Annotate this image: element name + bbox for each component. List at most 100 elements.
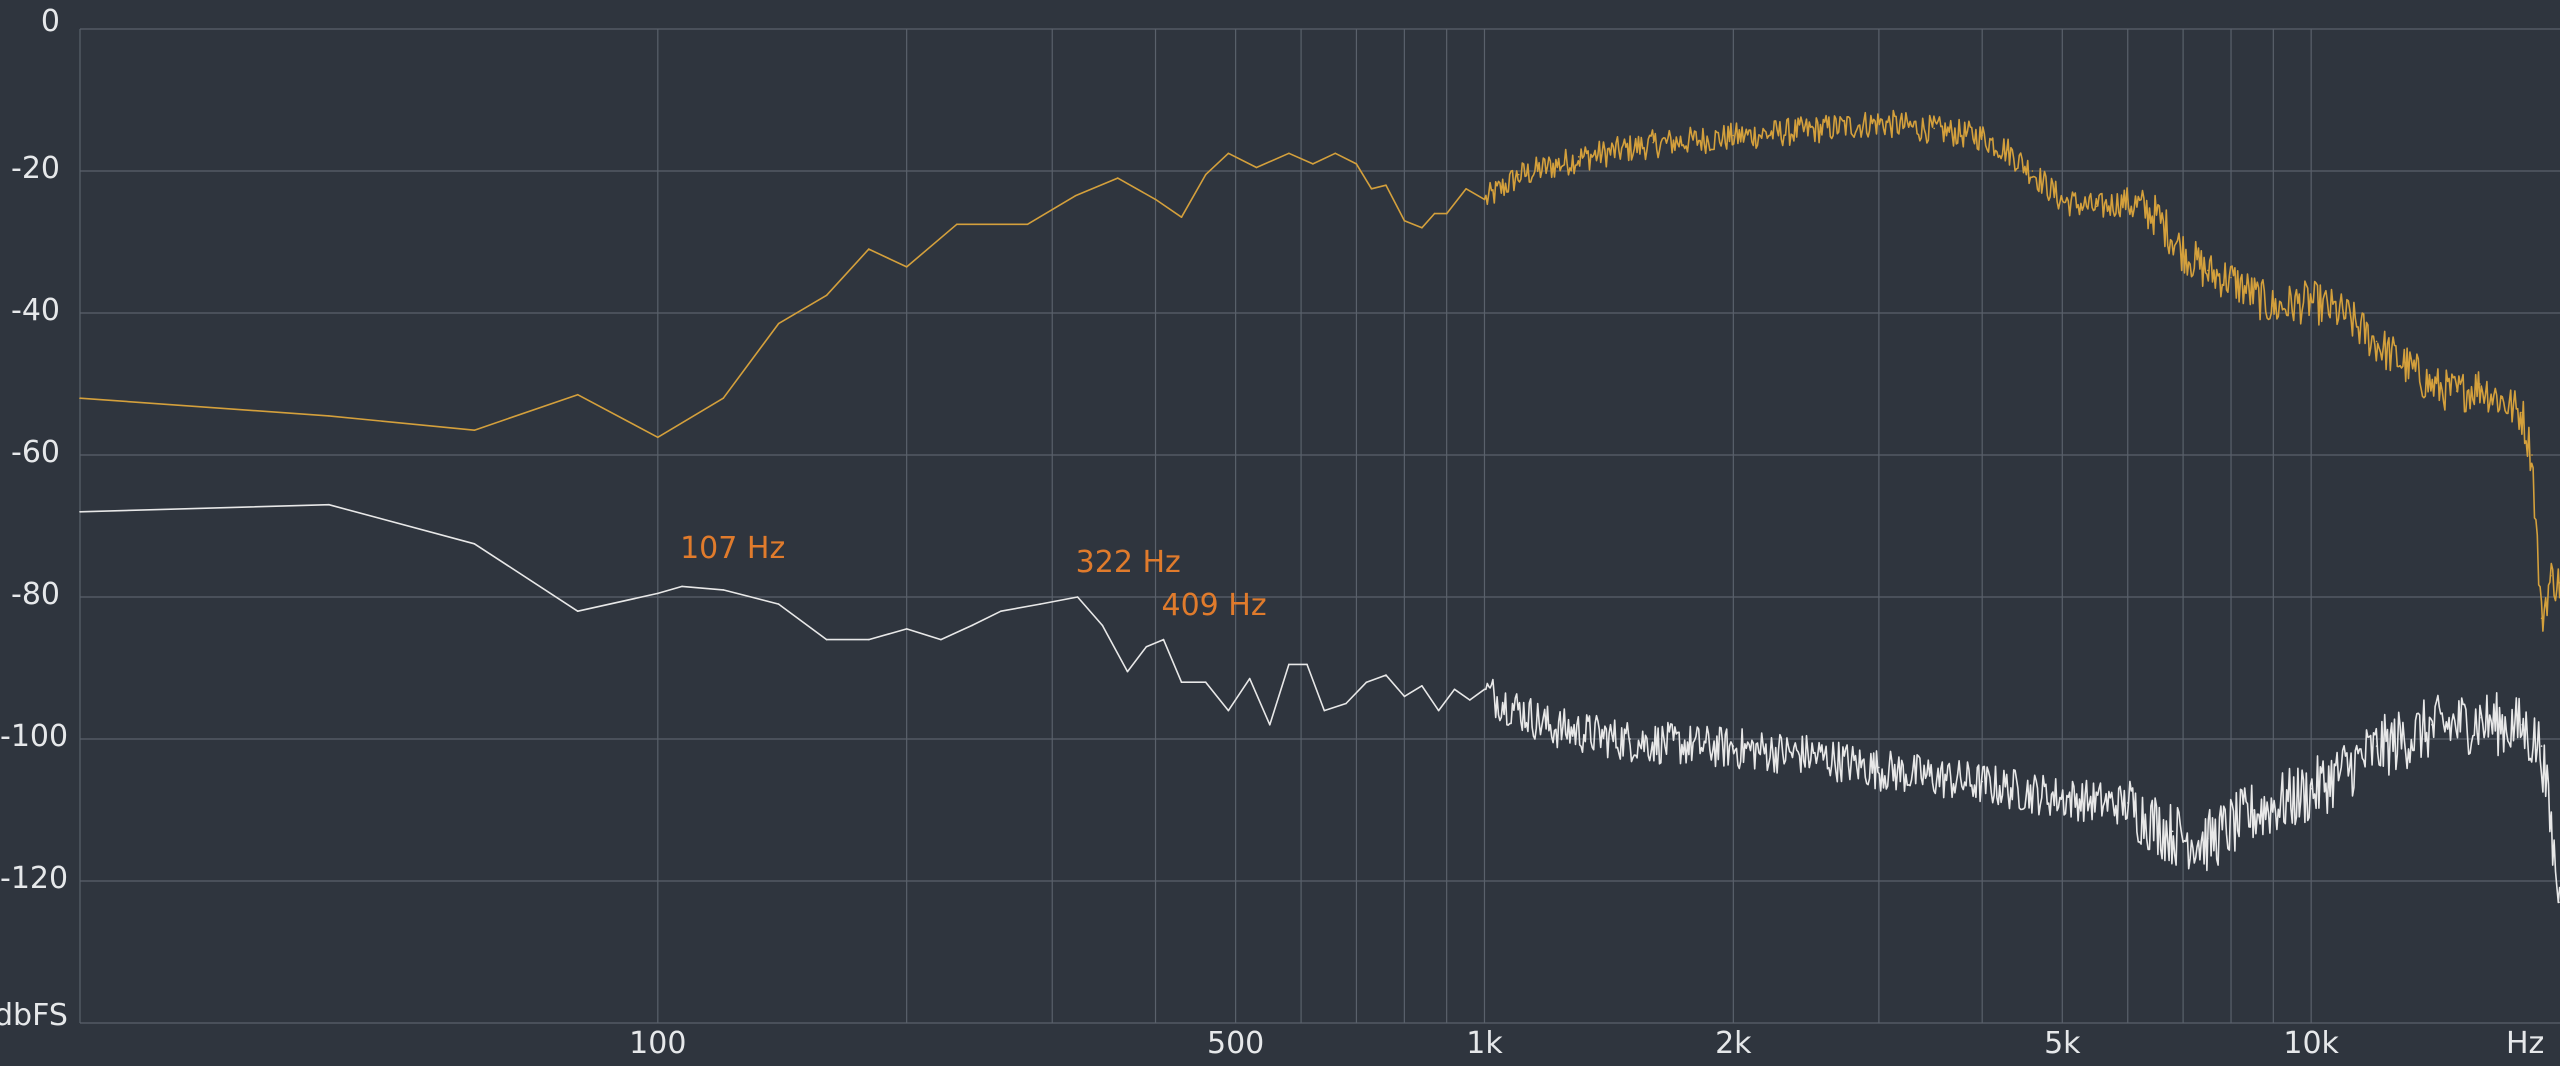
data-point — [1981, 134, 1983, 137]
data-point — [328, 415, 330, 417]
data-point — [777, 322, 780, 325]
data-point — [1437, 709, 1440, 712]
data-point — [1385, 674, 1387, 676]
data-point — [2375, 340, 2378, 343]
data-point — [905, 266, 908, 268]
data-point — [1878, 120, 1880, 123]
data-point — [905, 628, 908, 630]
data-point — [473, 543, 476, 545]
data-point — [777, 603, 780, 605]
data-point — [2479, 383, 2481, 385]
data-point — [1334, 152, 1337, 155]
data-point — [1145, 645, 1148, 648]
data-point — [2127, 198, 2129, 201]
data-point — [1483, 198, 1486, 201]
data-point — [1255, 166, 1258, 169]
data-point — [79, 511, 81, 513]
data-point — [2431, 383, 2433, 385]
x-tick-label: 100 — [629, 1026, 687, 1061]
data-point — [2310, 787, 2312, 790]
data-point — [1204, 681, 1207, 683]
data-point — [2007, 148, 2009, 151]
data-point — [1227, 152, 1230, 155]
data-point — [1248, 677, 1251, 680]
data-point — [657, 592, 659, 595]
data-point — [1227, 709, 1230, 712]
data-point — [1126, 670, 1129, 673]
data-point — [940, 638, 942, 641]
y-tick-label: 0 — [40, 4, 60, 39]
data-point — [2182, 248, 2184, 250]
data-point — [1981, 780, 1983, 783]
data-point — [1370, 188, 1373, 190]
grid-lines — [79, 28, 2560, 1024]
data-point — [1312, 163, 1314, 165]
y-unit-label: dbFS — [0, 998, 68, 1033]
data-point — [1180, 216, 1183, 218]
series-line-2 — [79, 503, 2560, 904]
data-point — [1549, 724, 1551, 726]
data-point — [1116, 177, 1119, 179]
data-point — [2230, 276, 2232, 279]
data-point — [1403, 695, 1406, 698]
y-tick-label: -100 — [0, 719, 69, 754]
data-point — [1732, 134, 1735, 137]
data-point — [1469, 699, 1471, 701]
y-tick-label: -80 — [11, 577, 60, 612]
data-point — [1026, 223, 1029, 226]
data-point — [657, 436, 659, 439]
data-point — [2061, 795, 2064, 797]
data-point — [1421, 227, 1423, 229]
data-point — [2531, 454, 2533, 456]
data-point — [2127, 802, 2129, 804]
data-point — [2207, 837, 2209, 840]
data-point — [868, 248, 870, 250]
data-point — [1812, 752, 1815, 754]
peak-label: 107 Hz — [680, 530, 786, 566]
data-point — [1076, 596, 1079, 598]
data-point — [971, 624, 973, 627]
data-point — [1732, 745, 1735, 747]
data-point — [1180, 681, 1183, 683]
x-tick-label: 2k — [1715, 1026, 1752, 1061]
data-point — [825, 294, 828, 297]
x-unit-label: Hz — [2506, 1026, 2545, 1061]
data-point — [2404, 361, 2407, 364]
x-tick-label: 1k — [1466, 1026, 1503, 1061]
x-tick-label: 500 — [1206, 1026, 1265, 1061]
data-point — [2540, 617, 2543, 620]
data-point — [2310, 298, 2312, 300]
data-point — [681, 585, 683, 588]
data-point — [1445, 212, 1448, 215]
data-point — [2207, 269, 2209, 272]
data-point — [576, 393, 579, 396]
data-point — [1933, 127, 1935, 130]
data-point — [1385, 184, 1387, 186]
y-tick-label: -20 — [11, 151, 60, 186]
y-tick-label: -40 — [11, 293, 60, 328]
data-point — [1000, 610, 1002, 612]
data-point — [1162, 638, 1165, 641]
data-point — [2155, 212, 2158, 215]
data-point — [1345, 702, 1347, 705]
data-point — [79, 397, 81, 400]
x-tick-label: 10k — [2283, 1026, 2339, 1061]
peak-label: 409 Hz — [1161, 587, 1267, 623]
data-point — [2521, 411, 2523, 414]
data-point — [956, 223, 958, 226]
data-point — [2061, 198, 2064, 201]
data-point — [722, 589, 725, 591]
data-point — [1101, 624, 1104, 627]
data-point — [1039, 603, 1041, 605]
data-point — [2095, 205, 2098, 208]
data-point — [576, 610, 579, 612]
data-point — [1433, 212, 1436, 215]
data-point — [2521, 724, 2523, 726]
data-point — [1365, 681, 1368, 683]
peak-label: 322 Hz — [1075, 545, 1181, 580]
data-point — [1288, 663, 1290, 666]
data-point — [2252, 809, 2254, 811]
data-point — [2455, 390, 2458, 392]
